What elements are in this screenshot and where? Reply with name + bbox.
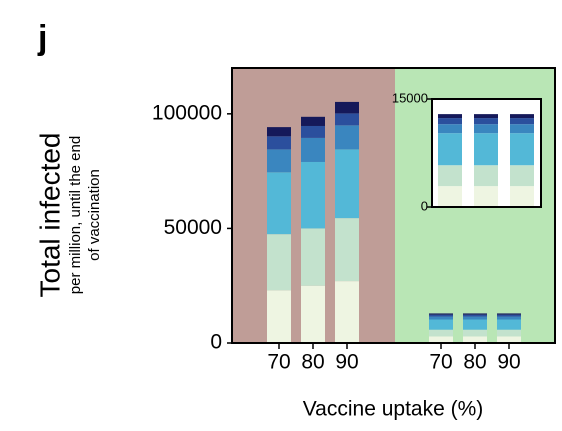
- bar-segment: [429, 329, 453, 337]
- x-axis-label: Vaccine uptake (%): [303, 398, 484, 421]
- bar-segment: [301, 137, 325, 162]
- bar-segment: [267, 234, 291, 291]
- bar-segment: [301, 285, 325, 343]
- bar-segment: [301, 161, 325, 229]
- bar-segment: [438, 165, 462, 187]
- bar-segment: [438, 118, 462, 125]
- bar-segment: [429, 336, 453, 343]
- bar-segment: [335, 113, 359, 126]
- bar-segment: [429, 314, 453, 317]
- bar-segment: [463, 329, 487, 337]
- bar-segment: [267, 149, 291, 173]
- x-tick-label: 90: [497, 351, 520, 374]
- y-tick-label: 0: [210, 331, 222, 354]
- y-axis-sublabel: of vaccination: [86, 169, 103, 261]
- bar-segment: [510, 133, 534, 166]
- x-tick-label: 70: [267, 351, 290, 374]
- bar-segment: [267, 127, 291, 137]
- y-tick-label: 50000: [164, 216, 222, 239]
- bar-segment: [335, 218, 359, 282]
- bar-segment: [301, 116, 325, 126]
- panel-label: j: [37, 19, 47, 57]
- bar-segment: [335, 149, 359, 219]
- bar-segment: [438, 124, 462, 134]
- plot-frame: [431, 98, 542, 208]
- bar-segment: [497, 336, 521, 343]
- y-tick-label: 0: [421, 198, 428, 213]
- x-tick-label: 90: [335, 351, 358, 374]
- bar-segment: [510, 114, 534, 119]
- bar-segment: [335, 281, 359, 343]
- bar-segment: [438, 133, 462, 166]
- bar-segment: [463, 316, 487, 320]
- bar-segment: [474, 124, 498, 134]
- bar-segment: [463, 319, 487, 330]
- bar-segment: [497, 314, 521, 317]
- bar-segment: [510, 165, 534, 187]
- bar-segment: [497, 313, 521, 315]
- bar-segment: [474, 118, 498, 125]
- bar-segment: [510, 124, 534, 134]
- x-tick-label: 80: [463, 351, 486, 374]
- bar-segment: [267, 172, 291, 235]
- bar-segment: [429, 319, 453, 330]
- bar-segment: [463, 336, 487, 343]
- bar-segment: [267, 290, 291, 343]
- bar-segment: [429, 313, 453, 315]
- y-axis-label: Total infected: [34, 133, 65, 298]
- bar-segment: [429, 316, 453, 320]
- bar-segment: [497, 329, 521, 337]
- bar-segment: [510, 118, 534, 125]
- bar-segment: [335, 101, 359, 114]
- bar-segment: [474, 133, 498, 166]
- bar-segment: [474, 186, 498, 207]
- bar-segment: [438, 186, 462, 207]
- x-tick-label: 80: [301, 351, 324, 374]
- bar-segment: [267, 136, 291, 150]
- bar-segment: [335, 125, 359, 150]
- bar-segment: [301, 125, 325, 138]
- bar-segment: [497, 319, 521, 330]
- bar-segment: [301, 228, 325, 286]
- bar-segment: [497, 316, 521, 320]
- bar-segment: [463, 313, 487, 315]
- bar-segment: [510, 186, 534, 207]
- plot-frame: [231, 67, 556, 344]
- y-tick-label: 15000: [392, 90, 428, 105]
- y-axis-sublabel: per million, until the end: [67, 136, 84, 294]
- x-tick-label: 70: [429, 351, 452, 374]
- bar-segment: [474, 114, 498, 119]
- bar-segment: [438, 114, 462, 119]
- bar-segment: [474, 165, 498, 187]
- bar-segment: [463, 314, 487, 317]
- y-tick-label: 100000: [152, 101, 222, 124]
